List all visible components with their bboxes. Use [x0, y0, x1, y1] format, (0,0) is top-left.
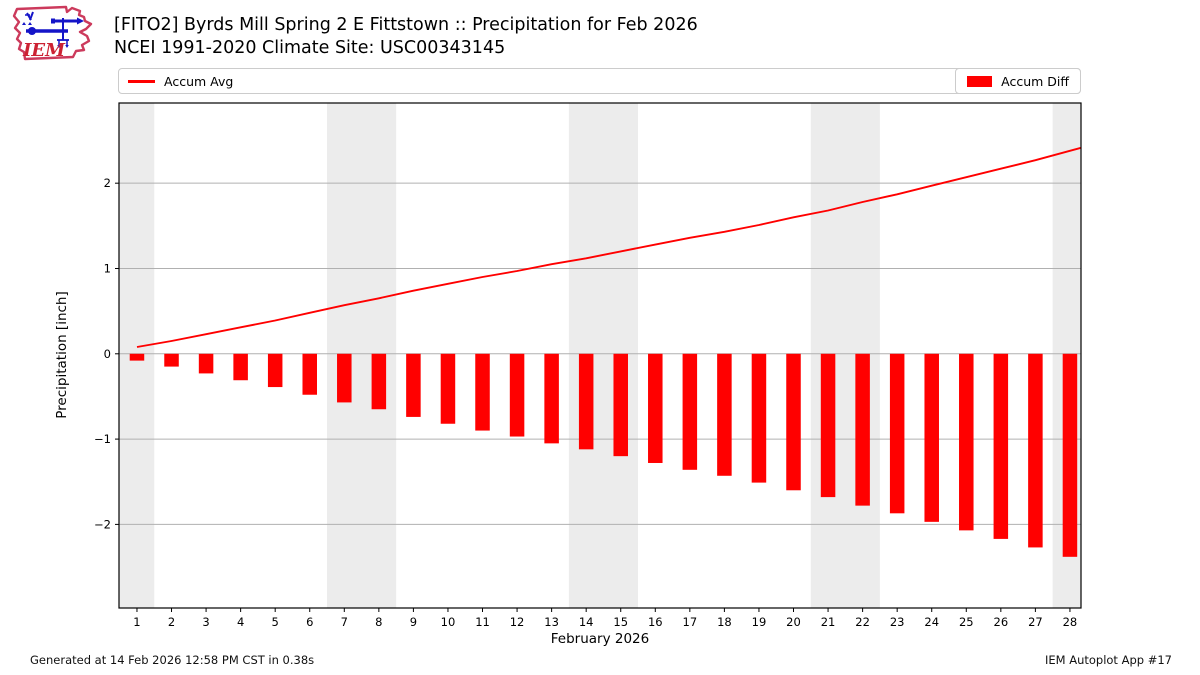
weather-vane-icon [22, 11, 84, 48]
svg-text:3: 3 [202, 615, 209, 629]
svg-text:2: 2 [168, 615, 175, 629]
svg-text:8: 8 [375, 615, 382, 629]
svg-text:16: 16 [648, 615, 663, 629]
title-block: [FITO2] Byrds Mill Spring 2 E Fittstown … [114, 14, 698, 60]
svg-text:17: 17 [683, 615, 698, 629]
svg-text:18: 18 [717, 615, 732, 629]
svg-text:15: 15 [613, 615, 628, 629]
svg-text:13: 13 [544, 615, 559, 629]
svg-text:6: 6 [306, 615, 313, 629]
legend-label-accum-avg: Accum Avg [164, 73, 234, 89]
svg-text:7: 7 [341, 615, 348, 629]
svg-text:28: 28 [1063, 615, 1078, 629]
page-title: [FITO2] Byrds Mill Spring 2 E Fittstown … [114, 15, 698, 35]
svg-text:20: 20 [786, 615, 801, 629]
legend-item-accum-avg: Accum Avg [119, 74, 233, 89]
svg-text:11: 11 [475, 615, 490, 629]
svg-text:−1: −1 [94, 432, 111, 446]
svg-text:19: 19 [752, 615, 767, 629]
legend-label-accum-diff: Accum Diff [1001, 73, 1069, 89]
x-axis-label: February 2026 [550, 631, 650, 647]
svg-text:9: 9 [410, 615, 417, 629]
svg-text:24: 24 [924, 615, 939, 629]
legend-item-accum-diff: Accum Diff [955, 68, 1081, 94]
svg-text:10: 10 [441, 615, 456, 629]
svg-text:0: 0 [104, 347, 111, 361]
svg-text:1: 1 [104, 261, 111, 275]
y-axis-label: Precipitation [inch] [54, 291, 70, 419]
svg-text:14: 14 [579, 615, 594, 629]
footer-app-text: IEM Autoplot App #17 [1044, 653, 1172, 667]
iem-logo: IEM [12, 5, 93, 61]
svg-text:−2: −2 [94, 517, 111, 531]
svg-text:12: 12 [510, 615, 525, 629]
page-subtitle: NCEI 1991-2020 Climate Site: USC00343145 [114, 38, 506, 58]
chart-area: 1 2 3 4 5 6 7 8 9 10 11 12 13 14 15 16 17 18 19 20 21 22 23 24 2… [90, 95, 1100, 655]
svg-text:21: 21 [821, 615, 836, 629]
svg-text:5: 5 [272, 615, 279, 629]
bar-swatch-icon [967, 75, 993, 87]
svg-text:25: 25 [959, 615, 974, 629]
line-swatch-icon [128, 79, 155, 83]
svg-text:23: 23 [890, 615, 905, 629]
legend: Accum Avg Accum Diff [118, 68, 1081, 94]
svg-text:22: 22 [855, 615, 870, 629]
iem-logo-text: IEM [22, 40, 66, 61]
svg-text:2: 2 [104, 176, 111, 190]
svg-text:27: 27 [1028, 615, 1043, 629]
svg-text:1: 1 [133, 615, 140, 629]
plot-svg: 1 2 3 4 5 6 7 8 9 10 11 12 13 14 15 16 17 18 19 20 21 22 23 24 2… [94, 102, 1082, 629]
svg-text:26: 26 [994, 615, 1009, 629]
svg-text:4: 4 [237, 615, 244, 629]
footer-generated-text: Generated at 14 Feb 2026 12:58 PM CST in… [30, 653, 315, 667]
iowa-outline-icon [12, 5, 93, 61]
